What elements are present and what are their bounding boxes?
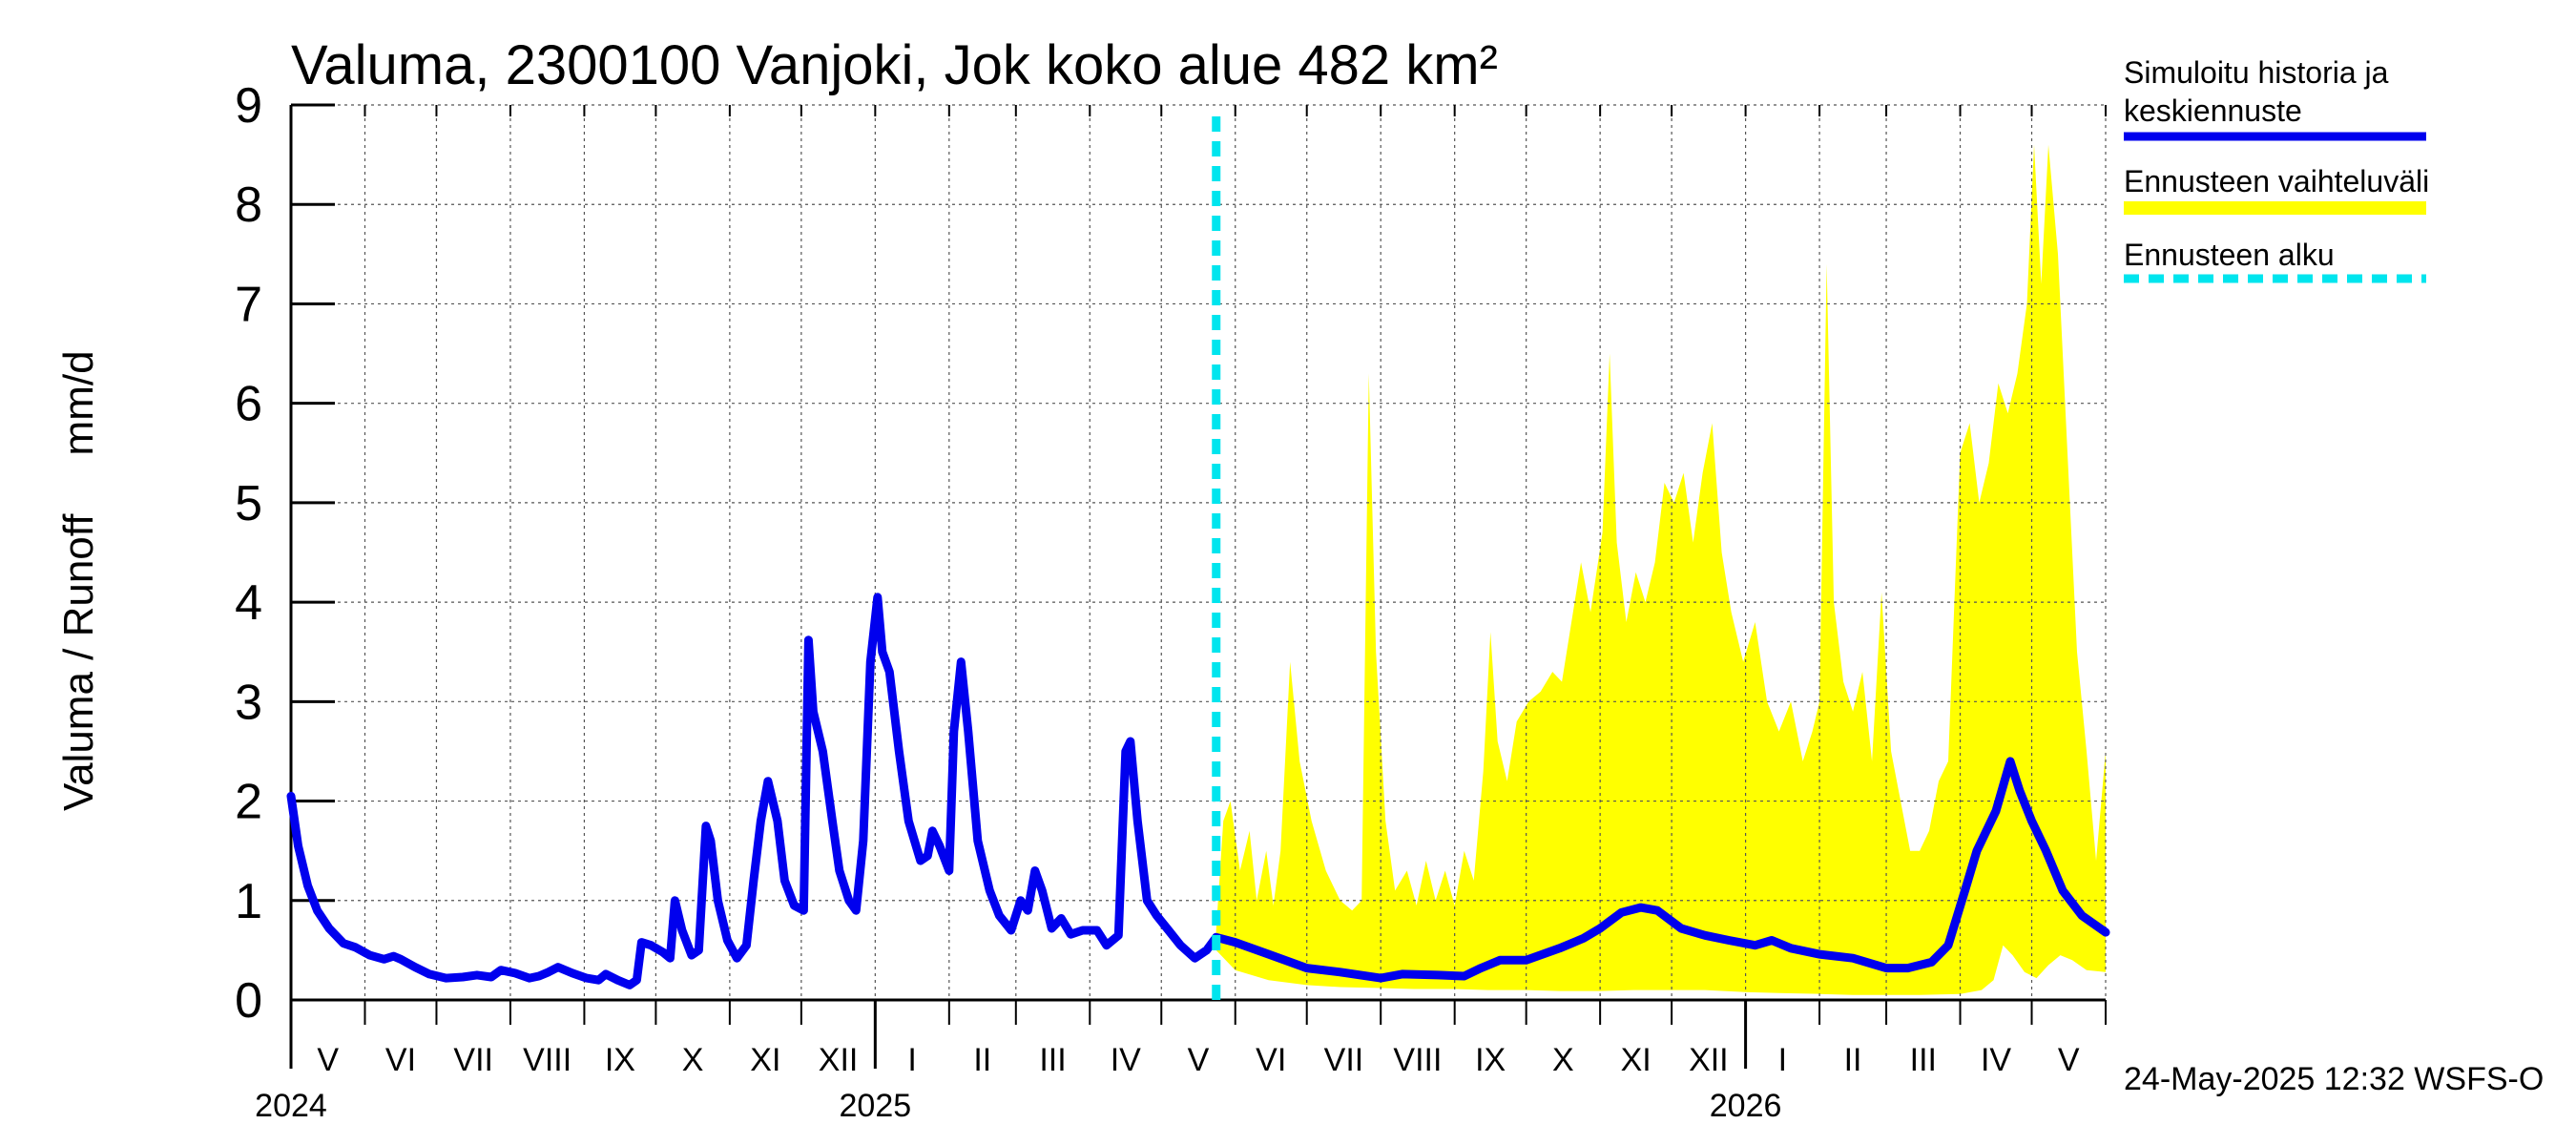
year-label: 2026 bbox=[1710, 1088, 1782, 1124]
month-label: II bbox=[973, 1042, 991, 1078]
month-label: XII bbox=[1689, 1042, 1729, 1078]
legend-label-simulated-line1: Simuloitu historia ja bbox=[2124, 55, 2389, 90]
month-label: I bbox=[907, 1042, 916, 1078]
forecast-range-layer bbox=[1215, 144, 2106, 995]
month-label: VII bbox=[453, 1042, 493, 1078]
year-label: 2024 bbox=[255, 1088, 327, 1124]
series-layer bbox=[286, 116, 2110, 1000]
timestamp-label: 24-May-2025 12:32 WSFS-O bbox=[2124, 1061, 2544, 1097]
month-label: IX bbox=[605, 1042, 635, 1078]
month-label: V bbox=[1188, 1042, 1210, 1078]
month-label: IV bbox=[1111, 1042, 1141, 1078]
month-label: VI bbox=[385, 1042, 416, 1078]
chart-title: Valuma, 2300100 Vanjoki, Jok koko alue 4… bbox=[291, 34, 1498, 96]
series-simulated-line bbox=[286, 593, 2110, 989]
y-tick-label: 4 bbox=[235, 575, 262, 631]
y-tick-label: 7 bbox=[235, 277, 262, 332]
month-label: V bbox=[317, 1042, 339, 1078]
month-label: III bbox=[1910, 1042, 1937, 1078]
month-label: XI bbox=[1621, 1042, 1652, 1078]
legend-label-forecast-start: Ennusteen alku bbox=[2124, 238, 2335, 272]
y-tick-label: 2 bbox=[235, 775, 262, 830]
month-label: VI bbox=[1256, 1042, 1286, 1078]
month-label: I bbox=[1778, 1042, 1787, 1078]
y-tick-label: 9 bbox=[235, 78, 262, 134]
month-label: X bbox=[682, 1042, 704, 1078]
legend-label-simulated-line2: keskiennuste bbox=[2124, 94, 2302, 128]
y-tick-label: 0 bbox=[235, 973, 262, 1029]
y-axis-label: Valuma / Runoff mm/d bbox=[55, 350, 102, 811]
month-label: VII bbox=[1324, 1042, 1364, 1078]
y-tick-label: 8 bbox=[235, 177, 262, 233]
month-label: IX bbox=[1475, 1042, 1506, 1078]
y-tick-label: 5 bbox=[235, 476, 262, 531]
month-label: V bbox=[2058, 1042, 2080, 1078]
y-tick-label: 3 bbox=[235, 675, 262, 730]
y-tick-label: 1 bbox=[235, 874, 262, 929]
month-label: III bbox=[1039, 1042, 1066, 1078]
legend-label-range: Ennusteen vaihteluväli bbox=[2124, 164, 2429, 198]
month-label: X bbox=[1552, 1042, 1574, 1078]
year-label: 2025 bbox=[840, 1088, 912, 1124]
plot-frame-layer bbox=[289, 103, 2107, 1069]
legend: Simuloitu historia ja keskiennuste Ennus… bbox=[2124, 55, 2429, 283]
y-tick-label: 6 bbox=[235, 377, 262, 432]
grid-layer bbox=[291, 104, 2107, 1000]
forecast-range-band bbox=[1215, 144, 2106, 995]
month-label: VIII bbox=[523, 1042, 571, 1078]
month-label: XI bbox=[750, 1042, 780, 1078]
month-label: II bbox=[1844, 1042, 1862, 1078]
month-label: XII bbox=[819, 1042, 859, 1078]
month-label: VIII bbox=[1393, 1042, 1442, 1078]
month-label: IV bbox=[1981, 1042, 2011, 1078]
